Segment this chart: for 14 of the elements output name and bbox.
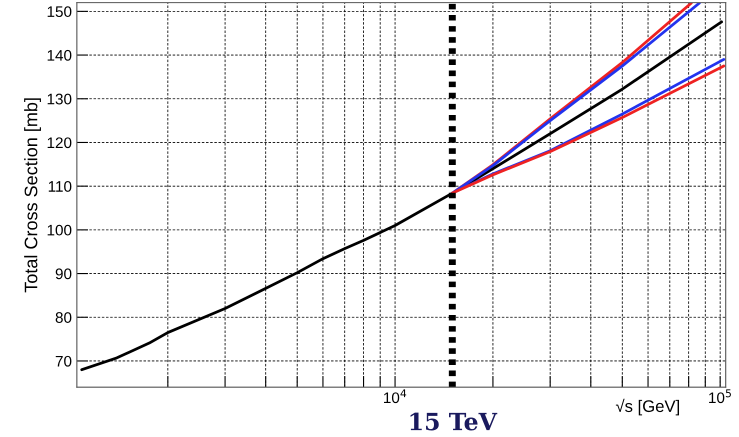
ref-line-label: 15 TeV — [410, 412, 498, 430]
y-axis-title: Total Cross Section [mb] — [24, 98, 41, 292]
y-tick-label: 100 — [48, 224, 72, 236]
x-tick-label: 10$^{4}$ — [384, 389, 406, 404]
x-tick-label: 10$^{5}$ — [709, 389, 731, 404]
x-axis-title: √s [GeV] — [616, 398, 680, 416]
y-tick-label: 120 — [48, 137, 72, 148]
y-tick-label: 140 — [48, 50, 72, 61]
y-tick-label: 150 — [48, 6, 72, 18]
y-tick-label: 70 — [56, 356, 72, 367]
y-tick-label: 130 — [48, 94, 72, 104]
y-tick-label: 80 — [56, 312, 72, 323]
y-tick-label: 110 — [48, 181, 72, 192]
y-tick-label: 90 — [56, 268, 72, 280]
